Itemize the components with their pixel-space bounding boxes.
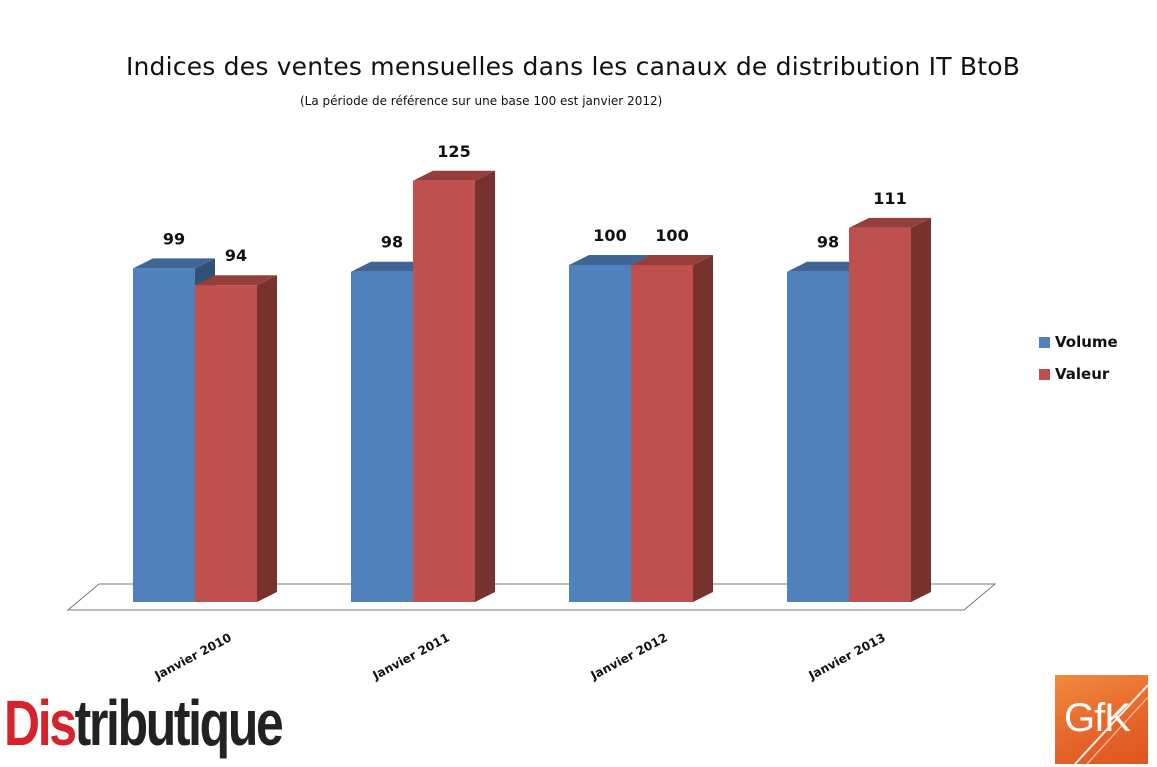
logo-text-part1: Dis	[4, 687, 77, 759]
bar-side	[693, 255, 713, 602]
bar-front	[569, 265, 631, 602]
chart-subtitle: (La période de référence sur une base 10…	[300, 94, 663, 108]
bar-front	[849, 227, 911, 602]
bar-side	[475, 170, 495, 602]
bar-top	[351, 261, 433, 272]
legend-item-valeur: Valeur	[1039, 358, 1118, 390]
bar-valeur-janvier-2013	[849, 217, 931, 602]
data-label-volume-janvier-2010: 99	[163, 229, 185, 248]
legend-swatch-valeur	[1039, 368, 1050, 380]
x-tick-label-janvier-2012: Janvier 2012	[588, 630, 670, 683]
data-label-valeur-janvier-2010: 94	[225, 246, 247, 265]
data-label-valeur-janvier-2012: 100	[655, 226, 688, 245]
bar-front	[351, 271, 413, 602]
bar-front	[413, 180, 475, 602]
bar-top	[787, 261, 869, 272]
bar-top	[413, 170, 495, 181]
gfk-logo: GfK	[1055, 675, 1148, 764]
bar-front	[133, 268, 195, 602]
bar-top	[569, 255, 651, 265]
bar-valeur-janvier-2010	[195, 275, 277, 602]
chart-title: Indices des ventes mensuelles dans les c…	[125, 52, 1021, 81]
distributique-logo: Distributique	[4, 682, 284, 764]
bar-top	[133, 258, 215, 269]
bar-top	[195, 275, 277, 286]
bar-front	[195, 285, 257, 602]
x-tick-label-janvier-2010: Janvier 2010	[152, 630, 234, 683]
chart-floor	[66, 583, 997, 611]
legend-item-volume: Volume	[1039, 326, 1118, 358]
data-label-volume-janvier-2013: 98	[817, 233, 839, 252]
logo-text-part2: tributique	[74, 687, 284, 759]
data-label-volume-janvier-2012: 100	[593, 226, 626, 245]
bar-valeur-janvier-2012	[631, 255, 713, 602]
bar-top	[849, 217, 931, 228]
data-label-volume-janvier-2011: 98	[381, 233, 403, 252]
legend-swatch-volume	[1039, 336, 1050, 348]
bar-valeur-janvier-2011	[413, 170, 495, 602]
bar-front	[787, 271, 849, 602]
legend-label-valeur: Valeur	[1055, 365, 1110, 383]
x-tick-label-janvier-2011: Janvier 2011	[370, 630, 452, 683]
bar-side	[257, 275, 277, 602]
data-label-valeur-janvier-2011: 125	[437, 142, 470, 161]
bar-side	[911, 217, 931, 602]
x-tick-label-janvier-2013: Janvier 2013	[806, 630, 888, 683]
legend-label-volume: Volume	[1055, 333, 1118, 351]
legend: Volume Valeur	[1039, 326, 1118, 390]
bar-front	[631, 265, 693, 602]
data-label-valeur-janvier-2013: 111	[873, 189, 906, 208]
bar-top	[631, 255, 713, 265]
gfk-logo-text: GfK	[1064, 696, 1131, 740]
